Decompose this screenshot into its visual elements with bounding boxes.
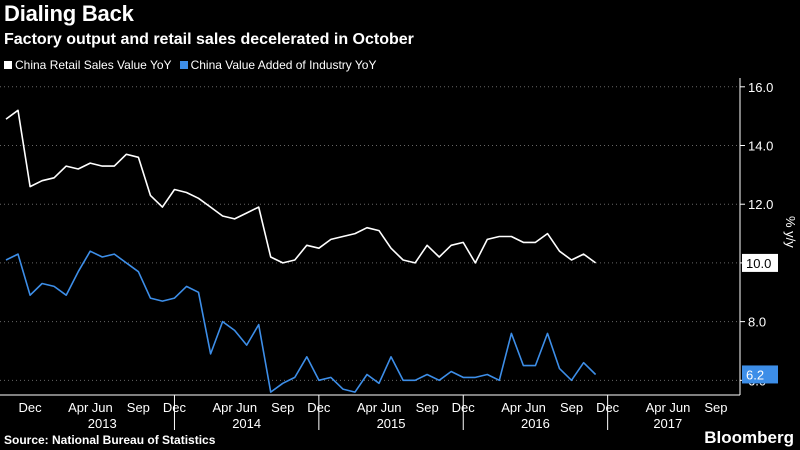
legend-label-retail-sales: China Retail Sales Value YoY [15, 58, 172, 72]
x-tick-label: Sep [271, 400, 294, 415]
x-tick-label: Dec [19, 400, 43, 415]
x-tick-label: Jun [92, 400, 113, 415]
legend-swatch-industry [179, 61, 188, 69]
end-value-box [742, 365, 778, 384]
legend-item-retail-sales: China Retail Sales Value YoY [4, 58, 172, 72]
y-tick-label: 12.0 [748, 197, 773, 212]
x-year-label: 2017 [653, 416, 682, 431]
x-year-label: 2013 [88, 416, 117, 431]
bloomberg-logo: Bloomberg [704, 428, 794, 447]
x-year-label: 2015 [377, 416, 406, 431]
legend-label-industry: China Value Added of Industry YoY [190, 58, 377, 72]
x-tick-label: Jun [236, 400, 257, 415]
chart-title: Dialing Back [4, 1, 134, 26]
y-tick-label: 16.0 [748, 80, 773, 95]
series-line-industry [5, 250, 597, 393]
chart-subtitle: Factory output and retail sales decelera… [4, 31, 414, 48]
x-tick-label: Apr [357, 400, 378, 415]
end-value-label: 10.0 [746, 256, 771, 271]
x-tick-label: Apr [68, 400, 89, 415]
legend-swatch-retail-sales [4, 61, 12, 69]
end-value-box [742, 253, 778, 272]
x-year-label: 2014 [232, 416, 261, 431]
x-tick-label: Apr [501, 400, 522, 415]
legend-item-industry: China Value Added of Industry YoY [179, 58, 377, 72]
x-tick-label: Apr [212, 400, 233, 415]
x-tick-label: Sep [416, 400, 439, 415]
x-tick-label: Apr [646, 400, 667, 415]
series-line-retail-sales [5, 109, 597, 264]
x-year-label: 2016 [521, 416, 550, 431]
x-tick-label: Jun [381, 400, 402, 415]
y-tick-label: 8.0 [748, 315, 766, 330]
y-axis-label: % y/y [783, 216, 798, 248]
x-tick-label: Jun [669, 400, 690, 415]
x-tick-label: Sep [704, 400, 727, 415]
end-value-label: 6.2 [746, 367, 764, 382]
source-note: Source: National Bureau of Statistics [4, 433, 216, 447]
x-tick-label: Jun [525, 400, 546, 415]
x-tick-label: Sep [560, 400, 583, 415]
y-tick-label: 14.0 [748, 139, 773, 154]
legend: China Retail Sales Value YoY China Value… [4, 58, 376, 72]
x-tick-label: Sep [127, 400, 150, 415]
